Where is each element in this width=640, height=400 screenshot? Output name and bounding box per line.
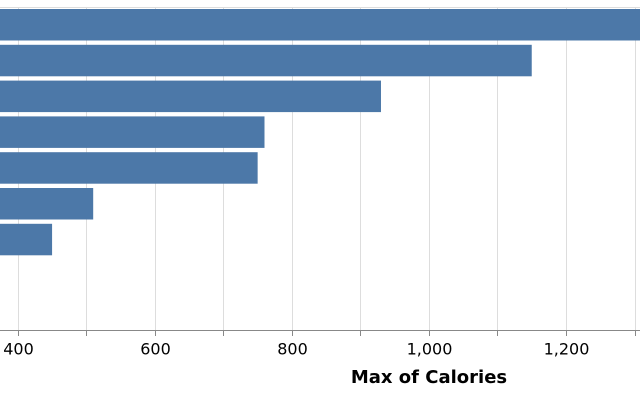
bar: [0, 188, 94, 220]
bar: [0, 116, 265, 148]
bars: [0, 9, 640, 256]
x-tick-label: 600: [140, 340, 171, 359]
bar: [0, 9, 640, 41]
bar: [0, 223, 53, 256]
x-tick-label: 400: [3, 340, 34, 359]
x-tick-label: 1,000: [407, 340, 453, 359]
x-axis-title: Max of Calories: [351, 367, 507, 388]
bar: [0, 44, 532, 77]
x-tick-label: 800: [277, 340, 308, 359]
bar: [0, 152, 258, 184]
x-tick-label: 1,200: [544, 340, 590, 359]
bar: [0, 80, 381, 113]
x-axis: 400 600 800 1,000 1,200: [3, 330, 636, 359]
